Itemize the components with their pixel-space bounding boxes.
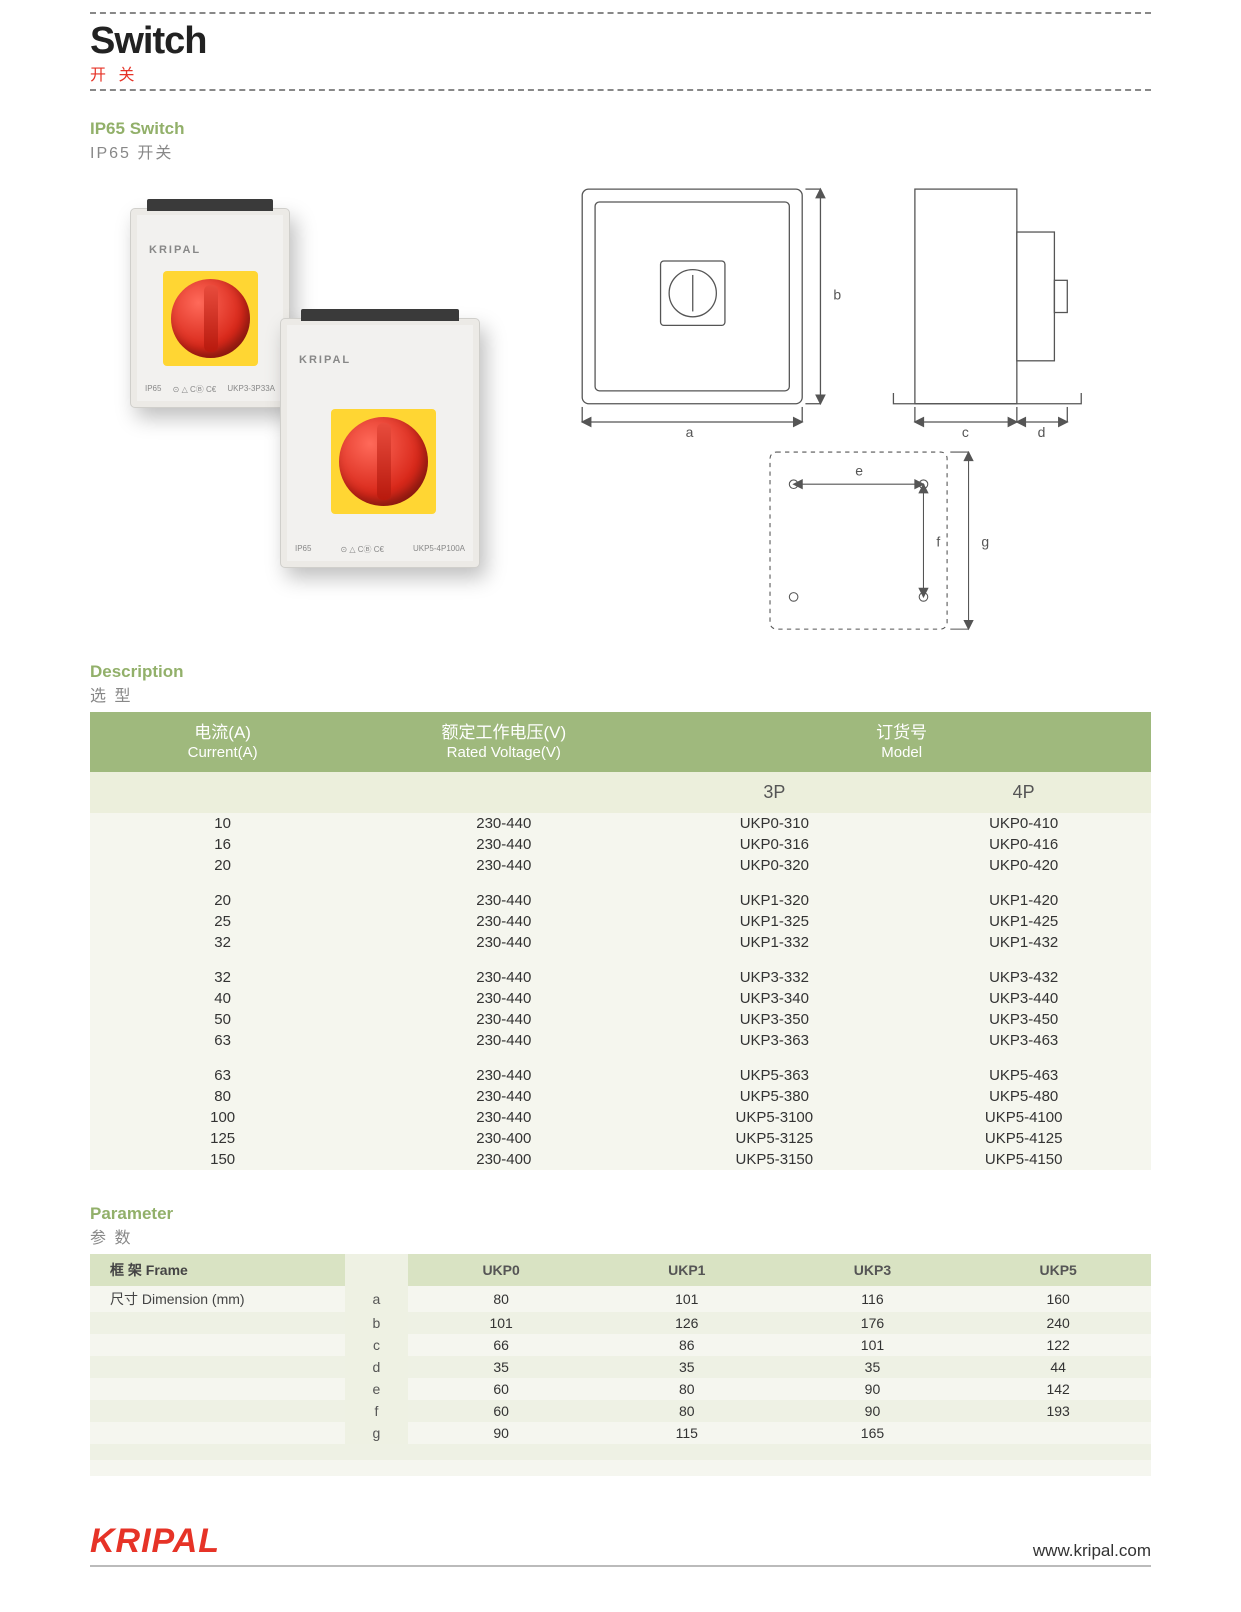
table-row: 20230-440UKP1-320UKP1-420 <box>90 890 1151 911</box>
table-row: 32230-440UKP1-332UKP1-432 <box>90 932 1151 953</box>
ip65-title-cn: IP65 开关 <box>90 139 1151 163</box>
frame-col: UKP0 <box>408 1254 594 1286</box>
table-row: e608090142 <box>90 1378 1151 1400</box>
table-row: 10230-440UKP0-310UKP0-410 <box>90 813 1151 834</box>
rule-top <box>90 12 1151 14</box>
parameter-title-en: Parameter <box>90 1204 1151 1224</box>
dim-a-label: a <box>686 424 694 440</box>
table-row: 40230-440UKP3-340UKP3-440 <box>90 988 1151 1009</box>
ip-rating: IP65 <box>295 544 311 555</box>
dim-b-label: b <box>833 287 841 303</box>
ip65-title-en: IP65 Switch <box>90 119 1151 139</box>
brand-logo: KRIPAL <box>90 1522 220 1561</box>
table-row: 125230-400UKP5-3125UKP5-4125 <box>90 1128 1151 1149</box>
table-row: c6686101122 <box>90 1334 1151 1356</box>
frame-label: 框 架 Frame <box>90 1254 345 1286</box>
dim-g-label: g <box>981 533 989 549</box>
frame-col: UKP5 <box>965 1254 1151 1286</box>
brand-label: KRIPAL <box>149 244 201 256</box>
dim-e-label: e <box>855 463 863 479</box>
table-row: b101126176240 <box>90 1312 1151 1334</box>
col-3p: 3P <box>652 772 896 813</box>
description-table: 电流(A) Current(A) 额定工作电压(V) Rated Voltage… <box>90 712 1151 1170</box>
model-label: UKP3-3P33A <box>227 384 275 395</box>
brand-label: KRIPAL <box>299 354 351 366</box>
page-title: Switch <box>90 20 1151 63</box>
dimension-label: 尺寸 Dimension (mm) <box>90 1286 345 1312</box>
cert-marks: ⊙ △ CⒷ C€ <box>340 544 384 555</box>
switch-enclosure-small: KRIPAL IP65 ⊙ △ CⒷ C€ UKP3-3P33A <box>130 208 290 408</box>
col-voltage: 额定工作电压(V) Rated Voltage(V) <box>355 712 652 772</box>
website-url: www.kripal.com <box>1033 1541 1151 1561</box>
page-title-cn: 开 关 <box>90 61 1151 85</box>
rule-bottom <box>90 89 1151 91</box>
table-row: 63230-440UKP5-363UKP5-463 <box>90 1065 1151 1086</box>
table-row: 16230-440UKP0-316UKP0-416 <box>90 834 1151 855</box>
ip-rating: IP65 <box>145 384 161 395</box>
dim-f-label: f <box>936 533 940 549</box>
table-row: f608090193 <box>90 1400 1151 1422</box>
col-current: 电流(A) Current(A) <box>90 712 355 772</box>
frame-col: UKP1 <box>594 1254 780 1286</box>
page-footer: KRIPAL www.kripal.com <box>90 1522 1151 1567</box>
dim-c-label: c <box>962 424 969 440</box>
table-row: 32230-440UKP3-332UKP3-432 <box>90 967 1151 988</box>
description-title-en: Description <box>90 662 1151 682</box>
cert-marks: ⊙ △ CⒷ C€ <box>173 384 217 395</box>
dimension-drawings: a b <box>550 173 1151 634</box>
table-row: 50230-440UKP3-350UKP3-450 <box>90 1009 1151 1030</box>
product-photo: KRIPAL IP65 ⊙ △ CⒷ C€ UKP3-3P33A KRIPAL … <box>90 173 520 634</box>
frame-col: UKP3 <box>780 1254 966 1286</box>
table-row: 80230-440UKP5-380UKP5-480 <box>90 1086 1151 1107</box>
table-row: 尺寸 Dimension (mm)a80101116160 <box>90 1286 1151 1312</box>
parameter-title-cn: 参 数 <box>90 1224 1151 1248</box>
parameter-table: 框 架 Frame UKP0UKP1UKP3UKP5 尺寸 Dimension … <box>90 1254 1151 1476</box>
table-row: 150230-400UKP5-3150UKP5-4150 <box>90 1149 1151 1170</box>
table-row: d35353544 <box>90 1356 1151 1378</box>
col-model: 订货号 Model <box>652 712 1151 772</box>
model-label: UKP5-4P100A <box>413 544 465 555</box>
table-row: 63230-440UKP3-363UKP3-463 <box>90 1030 1151 1051</box>
col-4p: 4P <box>896 772 1151 813</box>
table-row: 20230-440UKP0-320UKP0-420 <box>90 855 1151 876</box>
rotary-knob <box>331 409 436 514</box>
table-row: 25230-440UKP1-325UKP1-425 <box>90 911 1151 932</box>
switch-enclosure-large: KRIPAL IP65 ⊙ △ CⒷ C€ UKP5-4P100A <box>280 318 480 568</box>
description-title-cn: 选 型 <box>90 682 1151 706</box>
table-row: 100230-440UKP5-3100UKP5-4100 <box>90 1107 1151 1128</box>
dim-d-label: d <box>1038 424 1046 440</box>
rotary-knob <box>163 271 258 366</box>
table-row: g90115165 <box>90 1422 1151 1444</box>
